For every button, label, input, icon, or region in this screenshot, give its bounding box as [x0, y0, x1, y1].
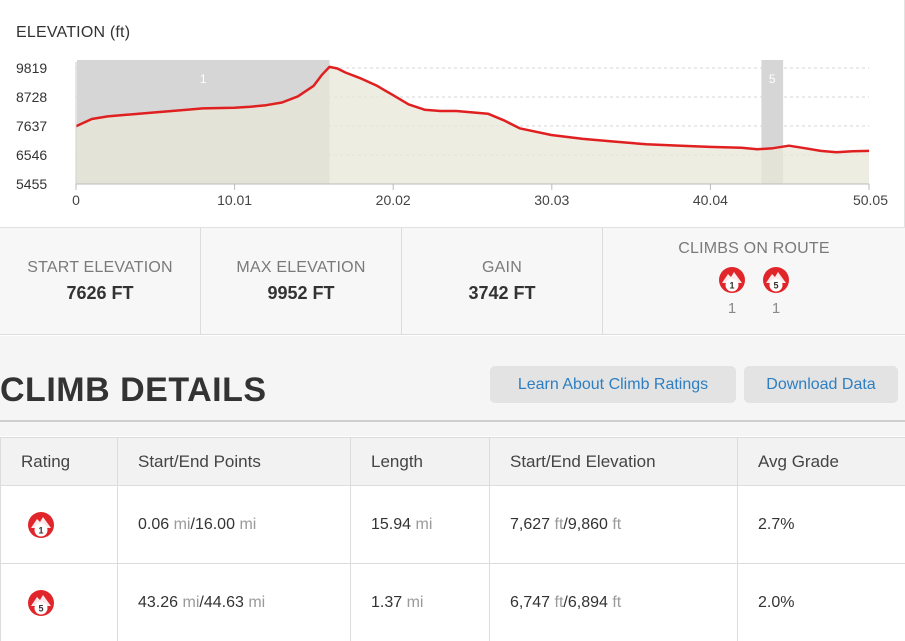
separator: /	[563, 515, 568, 533]
climb-count: 1	[727, 300, 737, 317]
start-elevation: 6,747	[510, 593, 551, 611]
unit: ft	[612, 593, 622, 611]
end-elevation: 9,860	[567, 515, 608, 533]
climb-summary-1[interactable]: 1 1	[718, 266, 746, 317]
x-tick-label: 40.04	[693, 192, 728, 208]
table-row[interactable]: 5 43.26 mi/44.63 mi 1.37 mi 6,747 ft/6,8…	[0, 563, 905, 641]
climb-rating-5-icon: 5	[28, 589, 54, 616]
y-tick-label: 9819	[16, 60, 47, 76]
svg-text:5: 5	[38, 603, 43, 613]
svg-text:5: 5	[773, 281, 778, 291]
column-header-length[interactable]: Length	[350, 437, 490, 486]
unit: mi	[415, 515, 433, 533]
stat-label: MAX ELEVATION	[236, 258, 366, 276]
download-data-button[interactable]: Download Data	[744, 366, 898, 403]
unit: mi	[406, 593, 424, 611]
unit: mi	[182, 593, 200, 611]
divider	[0, 420, 905, 422]
svg-text:1: 1	[38, 525, 43, 535]
column-header-grade[interactable]: Avg Grade	[737, 437, 905, 486]
stat-value: 7626 FT	[66, 282, 134, 303]
avg-grade: 2.0%	[758, 593, 795, 611]
y-tick-label: 8728	[16, 89, 47, 105]
cell-grade: 2.7%	[737, 485, 905, 564]
climb-count: 1	[771, 300, 781, 317]
section-title: CLIMB DETAILS	[0, 371, 267, 409]
stat-value: 3742 FT	[468, 282, 536, 303]
cell-rating: 5	[0, 563, 118, 641]
avg-grade: 2.7%	[758, 515, 795, 533]
y-tick-label: 6546	[16, 147, 47, 163]
table-row[interactable]: 1 0.06 mi/16.00 mi 15.94 mi 7,627 ft/9,8…	[0, 485, 905, 564]
x-tick-label: 20.02	[376, 192, 411, 208]
climb-details-table: Rating Start/End Points Length Start/End…	[0, 437, 905, 641]
separator: /	[190, 515, 195, 533]
start-point: 43.26	[138, 593, 179, 611]
stat-climbs-on-route: CLIMBS ON ROUTE 1 1 5 1	[603, 228, 905, 334]
separator: /	[563, 593, 568, 611]
unit: mi	[248, 593, 266, 611]
climb-region-label: 5	[769, 72, 776, 86]
column-header-rating[interactable]: Rating	[0, 437, 118, 486]
length-value: 15.94	[371, 515, 412, 533]
unit: ft	[554, 515, 564, 533]
x-tick-label: 30.03	[534, 192, 569, 208]
x-tick-label: 50.05	[853, 192, 888, 208]
svg-text:1: 1	[729, 281, 734, 291]
elevation-stats: START ELEVATION 7626 FT MAX ELEVATION 99…	[0, 228, 905, 335]
stat-start-elevation: START ELEVATION 7626 FT	[0, 228, 201, 334]
table-header-row: Rating Start/End Points Length Start/End…	[0, 437, 905, 486]
stat-value: 9952 FT	[267, 282, 335, 303]
unit: ft	[612, 515, 622, 533]
end-point: 16.00	[194, 515, 235, 533]
cell-grade: 2.0%	[737, 563, 905, 641]
cell-length: 15.94 mi	[350, 485, 490, 564]
unit: ft	[554, 593, 564, 611]
cell-points: 0.06 mi/16.00 mi	[117, 485, 351, 564]
stat-label: START ELEVATION	[27, 258, 173, 276]
climb-region-label: 1	[200, 72, 207, 86]
stat-max-elevation: MAX ELEVATION 9952 FT	[201, 228, 402, 334]
unit: mi	[173, 515, 191, 533]
unit: mi	[239, 515, 257, 533]
y-tick-label: 7637	[16, 118, 47, 134]
y-tick-label: 5455	[16, 176, 47, 192]
length-value: 1.37	[371, 593, 403, 611]
column-header-elevation[interactable]: Start/End Elevation	[489, 437, 738, 486]
climb-rating-5-icon: 5	[763, 267, 789, 293]
elevation-chart: ELEVATION (ft) 1 5 9819 8728 7637 6546 5455 0 10…	[0, 0, 905, 228]
cell-elevation: 7,627 ft/9,860 ft	[489, 485, 738, 564]
stat-label: GAIN	[482, 258, 522, 276]
cell-rating: 1	[0, 485, 118, 564]
end-elevation: 6,894	[567, 593, 608, 611]
elevation-area	[76, 66, 869, 184]
elevation-line	[75, 65, 870, 154]
climb-summary-5[interactable]: 5 1	[762, 266, 790, 317]
cell-elevation: 6,747 ft/6,894 ft	[489, 563, 738, 641]
x-tick-label: 0	[72, 192, 80, 208]
stat-gain: GAIN 3742 FT	[402, 228, 603, 334]
cell-points: 43.26 mi/44.63 mi	[117, 563, 351, 641]
chart-title: ELEVATION (ft)	[16, 24, 131, 41]
climb-rating-1-icon: 1	[719, 267, 745, 293]
start-elevation: 7,627	[510, 515, 551, 533]
separator: /	[199, 593, 204, 611]
learn-climb-ratings-button[interactable]: Learn About Climb Ratings	[490, 366, 736, 403]
climb-rating-1-icon: 1	[28, 511, 54, 538]
climb-icons: 1 1 5 1	[718, 266, 790, 317]
x-tick-label: 10.01	[217, 192, 252, 208]
stat-label: CLIMBS ON ROUTE	[678, 240, 830, 257]
start-point: 0.06	[138, 515, 170, 533]
elevation-plot[interactable]: 1 5 9819 8728 7637 6546 5455 0 10.01 20.02 30.03 40…	[0, 0, 905, 228]
column-header-points[interactable]: Start/End Points	[117, 437, 351, 486]
cell-length: 1.37 mi	[350, 563, 490, 641]
end-point: 44.63	[203, 593, 244, 611]
